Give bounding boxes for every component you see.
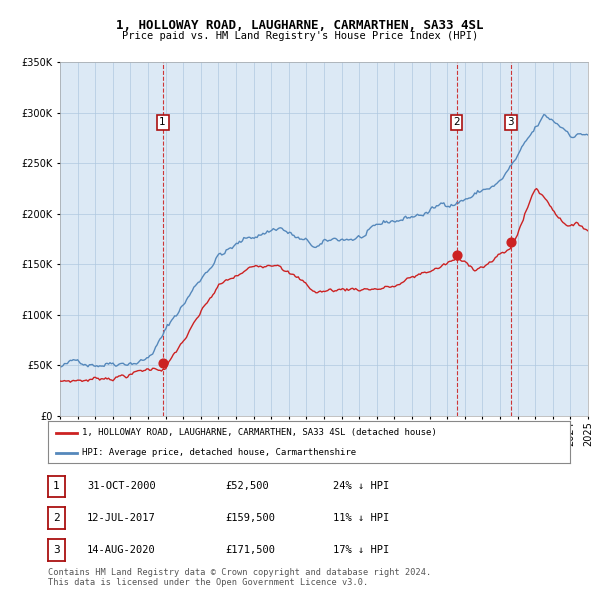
Point	[158, 358, 167, 368]
Text: 1: 1	[53, 481, 60, 491]
Text: £171,500: £171,500	[225, 545, 275, 555]
Text: 3: 3	[53, 545, 60, 555]
Text: 2: 2	[453, 117, 460, 127]
Text: Price paid vs. HM Land Registry's House Price Index (HPI): Price paid vs. HM Land Registry's House …	[122, 31, 478, 41]
Text: 12-JUL-2017: 12-JUL-2017	[87, 513, 156, 523]
Text: 3: 3	[508, 117, 514, 127]
Text: 24% ↓ HPI: 24% ↓ HPI	[333, 481, 389, 491]
Text: 11% ↓ HPI: 11% ↓ HPI	[333, 513, 389, 523]
Text: 1: 1	[159, 117, 166, 127]
Point	[506, 238, 516, 247]
Text: HPI: Average price, detached house, Carmarthenshire: HPI: Average price, detached house, Carm…	[82, 448, 356, 457]
Text: 2: 2	[53, 513, 60, 523]
Text: £52,500: £52,500	[225, 481, 269, 491]
Text: 14-AUG-2020: 14-AUG-2020	[87, 545, 156, 555]
Text: 17% ↓ HPI: 17% ↓ HPI	[333, 545, 389, 555]
Point	[452, 250, 461, 260]
Text: Contains HM Land Registry data © Crown copyright and database right 2024.
This d: Contains HM Land Registry data © Crown c…	[48, 568, 431, 587]
Text: 31-OCT-2000: 31-OCT-2000	[87, 481, 156, 491]
Text: 1, HOLLOWAY ROAD, LAUGHARNE, CARMARTHEN, SA33 4SL (detached house): 1, HOLLOWAY ROAD, LAUGHARNE, CARMARTHEN,…	[82, 428, 437, 437]
Text: £159,500: £159,500	[225, 513, 275, 523]
Text: 1, HOLLOWAY ROAD, LAUGHARNE, CARMARTHEN, SA33 4SL: 1, HOLLOWAY ROAD, LAUGHARNE, CARMARTHEN,…	[116, 19, 484, 32]
